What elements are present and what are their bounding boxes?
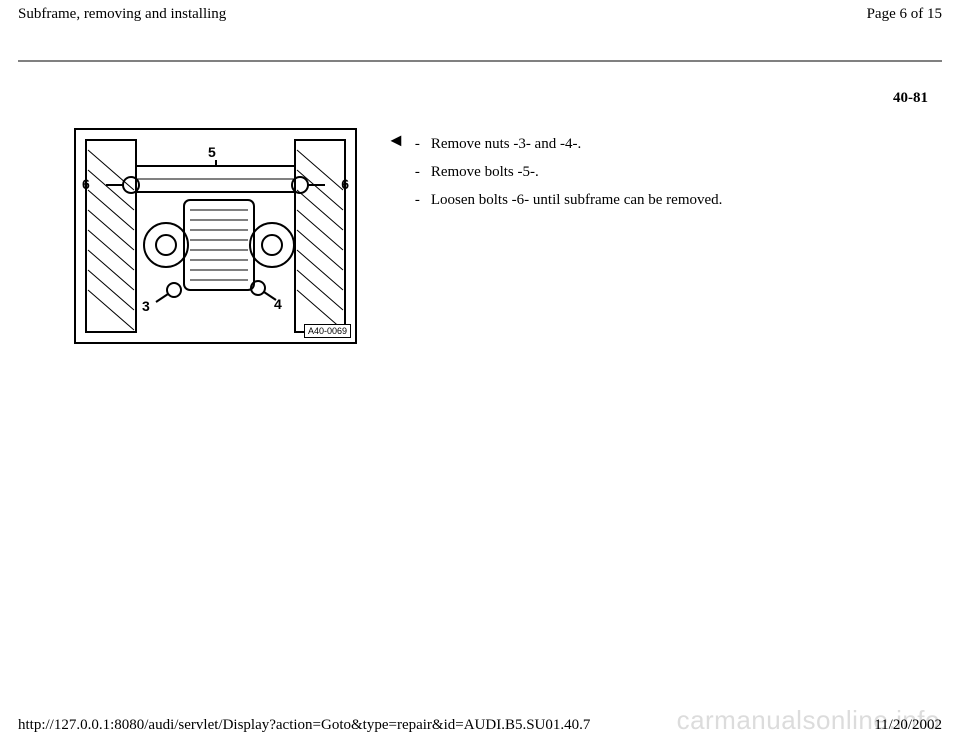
callout-4: 4	[274, 296, 282, 312]
bullet-dash: -	[415, 158, 431, 186]
instruction-text: Remove bolts -5-.	[431, 158, 539, 186]
subframe-illustration	[76, 130, 355, 342]
footer-date: 11/20/2002	[874, 717, 942, 734]
callout-5: 5	[208, 144, 216, 160]
page-header: Subframe, removing and installing Page 6…	[18, 6, 942, 23]
content-row: 6 6 5 3 4 A40-0069 ◄ - Remove nuts -3- a…	[74, 128, 960, 344]
callout-6-left: 6	[82, 176, 90, 192]
callout-3: 3	[142, 298, 150, 314]
instruction-list: - Remove nuts -3- and -4-. - Remove bolt…	[415, 130, 723, 214]
callout-6-right: 6	[341, 176, 349, 192]
footer-url: http://127.0.0.1:8080/audi/servlet/Displ…	[18, 717, 590, 734]
list-item: - Remove nuts -3- and -4-.	[415, 130, 723, 158]
subframe-figure: 6 6 5 3 4 A40-0069	[74, 128, 357, 344]
instruction-text: Remove nuts -3- and -4-.	[431, 130, 581, 158]
bullet-dash: -	[415, 186, 431, 214]
pointer-arrow-icon: ◄	[387, 130, 405, 151]
header-page-indicator: Page 6 of 15	[867, 6, 942, 23]
instruction-text: Loosen bolts -6- until subframe can be r…	[431, 186, 723, 214]
list-item: - Loosen bolts -6- until subframe can be…	[415, 186, 723, 214]
section-number: 40-81	[893, 90, 928, 107]
bullet-dash: -	[415, 130, 431, 158]
list-item: - Remove bolts -5-.	[415, 158, 723, 186]
horizontal-rule	[18, 60, 942, 62]
figure-tag: A40-0069	[304, 324, 351, 338]
header-title: Subframe, removing and installing	[18, 6, 226, 23]
page-root: Subframe, removing and installing Page 6…	[0, 0, 960, 742]
page-footer: http://127.0.0.1:8080/audi/servlet/Displ…	[18, 717, 942, 734]
